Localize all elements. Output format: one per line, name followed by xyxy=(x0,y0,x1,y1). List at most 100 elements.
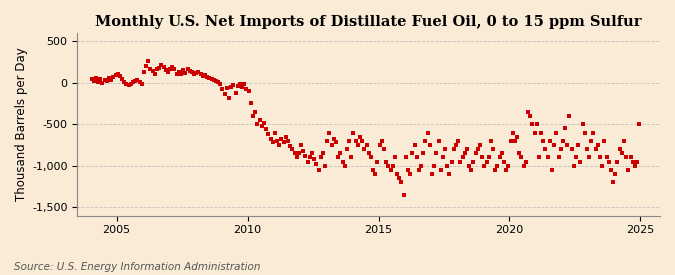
Point xyxy=(564,114,575,118)
Point xyxy=(610,172,621,176)
Point xyxy=(435,168,446,172)
Point xyxy=(326,143,337,147)
Point xyxy=(219,91,230,96)
Point xyxy=(381,160,392,164)
Point xyxy=(562,143,572,147)
Point xyxy=(481,160,492,164)
Point xyxy=(252,122,263,127)
Point xyxy=(505,139,516,143)
Point xyxy=(140,64,151,68)
Point xyxy=(121,82,132,87)
Point xyxy=(130,79,140,83)
Point xyxy=(106,78,117,82)
Point xyxy=(540,147,551,151)
Point xyxy=(171,72,182,76)
Point xyxy=(340,164,350,168)
Point xyxy=(531,122,542,127)
Point xyxy=(579,130,590,135)
Point xyxy=(529,130,540,135)
Point xyxy=(431,151,441,155)
Point xyxy=(161,68,171,73)
Point xyxy=(90,76,101,80)
Point xyxy=(128,80,138,84)
Point xyxy=(595,155,605,160)
Point xyxy=(350,139,361,143)
Point xyxy=(514,151,524,155)
Point xyxy=(538,139,549,143)
Point xyxy=(501,168,512,172)
Point xyxy=(158,64,169,69)
Point xyxy=(176,72,186,77)
Point xyxy=(223,95,234,100)
Point xyxy=(241,87,252,92)
Point xyxy=(248,114,259,118)
Point xyxy=(209,78,219,82)
Point xyxy=(108,75,119,79)
Point xyxy=(294,151,304,155)
Point xyxy=(632,160,643,164)
Point xyxy=(308,157,319,161)
Point xyxy=(494,155,505,160)
Point xyxy=(625,155,636,160)
Point xyxy=(342,147,352,151)
Point xyxy=(195,72,206,76)
Point xyxy=(292,155,302,160)
Point xyxy=(527,122,538,127)
Point xyxy=(228,83,239,87)
Point xyxy=(477,155,487,160)
Point xyxy=(627,160,638,164)
Point xyxy=(520,160,531,164)
Point xyxy=(551,130,562,135)
Point xyxy=(485,139,496,143)
Point xyxy=(420,139,431,143)
Point xyxy=(588,130,599,135)
Point xyxy=(524,114,535,118)
Point xyxy=(368,168,379,172)
Point xyxy=(603,160,614,164)
Point xyxy=(586,139,597,143)
Point xyxy=(414,168,425,172)
Point xyxy=(304,155,315,160)
Point xyxy=(357,139,368,143)
Point xyxy=(302,160,313,164)
Point xyxy=(389,155,400,160)
Point xyxy=(189,72,200,76)
Point xyxy=(119,80,130,84)
Point xyxy=(394,176,404,180)
Point xyxy=(134,80,145,84)
Point xyxy=(584,155,595,160)
Point xyxy=(365,155,376,160)
Point xyxy=(154,66,165,70)
Point xyxy=(193,70,204,74)
Point xyxy=(542,155,553,160)
Point xyxy=(614,147,625,151)
Point xyxy=(283,139,294,143)
Point xyxy=(577,122,588,127)
Point xyxy=(499,160,510,164)
Point xyxy=(204,76,215,80)
Point xyxy=(165,67,176,71)
Point xyxy=(152,67,163,72)
Point xyxy=(475,143,485,147)
Point xyxy=(132,78,143,82)
Point xyxy=(346,155,356,160)
Point xyxy=(352,143,363,147)
Point xyxy=(437,155,448,160)
Point xyxy=(522,109,533,114)
Point xyxy=(593,143,603,147)
Point xyxy=(156,63,167,67)
Point xyxy=(354,134,365,139)
Point xyxy=(269,130,280,135)
Point xyxy=(206,76,217,81)
Point xyxy=(512,134,522,139)
Point xyxy=(271,139,282,143)
Point xyxy=(508,130,518,135)
Point xyxy=(335,151,346,155)
Point xyxy=(402,168,413,172)
Point xyxy=(138,70,149,74)
Point xyxy=(560,126,570,131)
Point xyxy=(379,147,389,151)
Point xyxy=(462,147,472,151)
Point xyxy=(427,172,437,176)
Point xyxy=(86,76,97,81)
